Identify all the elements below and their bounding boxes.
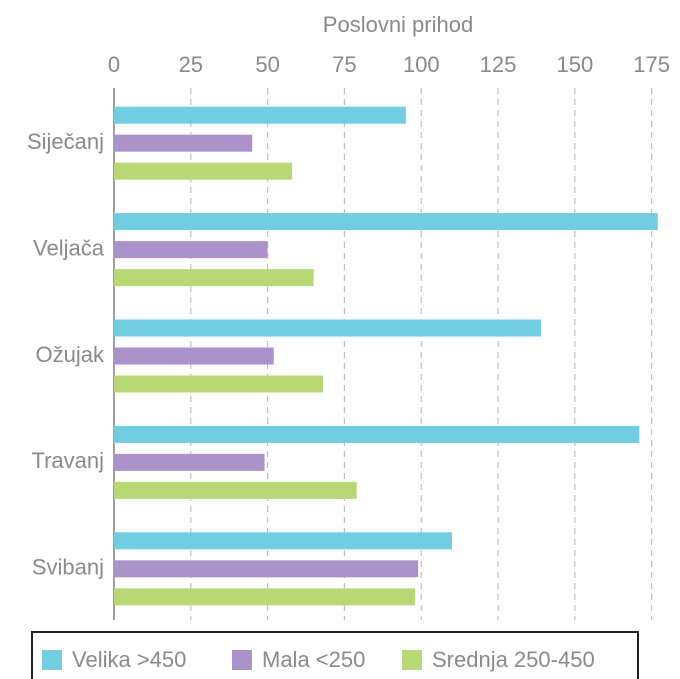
bar — [114, 425, 640, 443]
legend-box — [31, 631, 639, 679]
bar — [114, 588, 416, 606]
y-tick-label: Ožujak — [36, 342, 105, 367]
legend-swatch — [42, 650, 62, 670]
legend-swatch — [232, 650, 252, 670]
y-tick-label: Siječanj — [27, 129, 104, 154]
bar — [114, 213, 658, 231]
x-tick-label: 50 — [255, 52, 279, 77]
bar — [114, 375, 323, 393]
bar — [114, 532, 452, 550]
x-tick-label: 150 — [556, 52, 593, 77]
bar — [114, 106, 406, 124]
x-tick-label: 75 — [332, 52, 356, 77]
y-tick-label: Travanj — [31, 448, 104, 473]
bar — [114, 319, 542, 337]
y-tick-label: Veljača — [33, 235, 105, 260]
bar — [114, 241, 268, 259]
x-tick-label: 175 — [633, 52, 670, 77]
legend-label: Mala <250 — [262, 647, 365, 672]
bar — [114, 481, 357, 499]
x-tick-label: 100 — [403, 52, 440, 77]
bar — [114, 269, 314, 287]
x-tick-label: 125 — [480, 52, 517, 77]
x-tick-label: 0 — [108, 52, 120, 77]
y-tick-label: Svibanj — [32, 555, 104, 580]
x-tick-label: 25 — [179, 52, 203, 77]
bar — [114, 560, 419, 578]
bar — [114, 453, 265, 471]
bar — [114, 162, 293, 180]
legend-label: Velika >450 — [72, 647, 186, 672]
chart-title: Poslovni prihod — [323, 12, 473, 37]
bar — [114, 347, 274, 365]
legend-swatch — [402, 650, 422, 670]
bar — [114, 134, 253, 152]
legend-label: Srednja 250-450 — [432, 647, 595, 672]
